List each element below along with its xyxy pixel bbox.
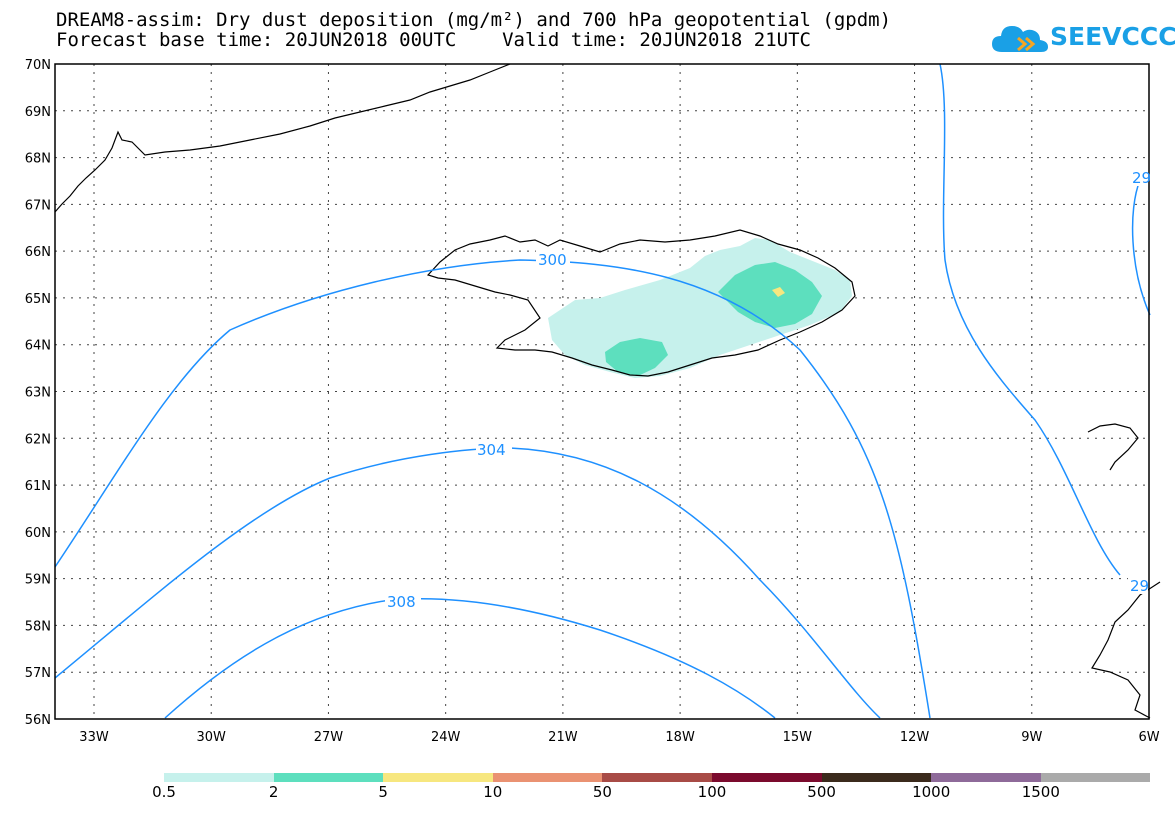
map-frame [54,63,1150,720]
colorbar-label: 50 [592,783,612,801]
colorbar-segment [602,773,712,782]
longitude-label: 21W [548,730,578,745]
colorbar-label: 500 [807,783,836,801]
colorbar-segment [164,773,274,782]
contour-308 [164,598,776,719]
dust-deposition-shading [548,238,852,378]
logo-text: SEEVCCC [1050,22,1175,51]
contour-300 [54,259,931,719]
longitude-label: 24W [431,730,461,745]
greenland-coast [54,63,511,213]
colorbar-label: 100 [697,783,727,801]
latitude-label: 59N [25,573,51,588]
latitude-labels: 70N 69N 68N 67N 66N 65N 64N 63N 62N 61N 60N 59N 58N 5… [25,58,51,728]
colorbar-segment [821,773,932,782]
geopotential-contours [54,63,1151,719]
latitude-label: 68N [25,152,51,167]
colorbar-label: 1500 [1021,783,1060,801]
latitude-label: 70N [25,58,51,73]
chart-subtitle: Forecast base time: 20JUN2018 00UTC Vali… [56,29,811,51]
colorbar-label: 0.5 [152,783,176,801]
colorbar-segment [711,773,822,782]
longitude-label: 27W [314,730,344,745]
longitude-label: 30W [197,730,227,745]
contour-label-group: 300 304 308 29 29 [385,168,1151,611]
latitude-label: 69N [25,105,51,120]
contour-29-east-2 [1131,179,1151,316]
latitude-label: 62N [25,432,51,447]
chart-title: DREAM8-assim: Dry dust deposition (mg/m²… [56,9,892,31]
dust-area-2a [718,262,822,328]
iceland-coast [426,229,856,377]
latitude-label: 61N [25,479,51,494]
colorbar-label: 5 [378,783,388,801]
longitude-label: 12W [900,730,930,745]
latitude-label: 56N [25,713,51,728]
colorbar [164,773,1151,782]
latitude-label: 65N [25,292,51,307]
longitude-label: 6W [1138,730,1159,745]
colorbar-segment [273,773,384,782]
longitude-label: 15W [783,730,813,745]
colorbar-label: 2 [268,783,279,801]
seevccc-logo: SEEVCCC [990,18,1175,58]
latitude-label: 63N [25,386,51,401]
latitude-label: 66N [25,245,51,260]
contour-29-east [939,63,1121,576]
contour-label-29-lower: 29 [1130,577,1149,595]
dust-area-5 [772,287,785,297]
scotland-coast [1091,581,1161,719]
longitude-label: 9W [1021,730,1042,745]
graticule [55,64,1149,719]
colorbar-segment [931,773,1041,782]
latitude-label: 57N [25,666,51,681]
longitude-label: 18W [665,730,695,745]
contour-label-308: 308 [387,593,416,611]
latitude-label: 64N [25,339,51,354]
latitude-label: 58N [25,619,51,634]
contour-304 [54,447,881,719]
colorbar-segment [492,773,603,782]
coastlines [54,63,1161,719]
contour-label-304: 304 [477,441,506,459]
colorbar-label: 10 [483,783,503,801]
latitude-label: 67N [25,198,51,213]
dust-area-2b [605,338,668,376]
contour-label-300: 300 [538,251,567,269]
faroe-coast [1087,423,1139,471]
cloud-icon [992,26,1048,52]
colorbar-label: 1000 [912,783,951,801]
latitude-label: 60N [25,526,51,541]
contour-label-29-upper: 29 [1132,169,1151,187]
colorbar-segment [1040,773,1151,782]
longitude-labels: 33W 30W 27W 24W 21W 18W 15W 12W 9W 6W [79,730,1159,745]
colorbar-segment [383,773,493,782]
longitude-label: 33W [79,730,109,745]
